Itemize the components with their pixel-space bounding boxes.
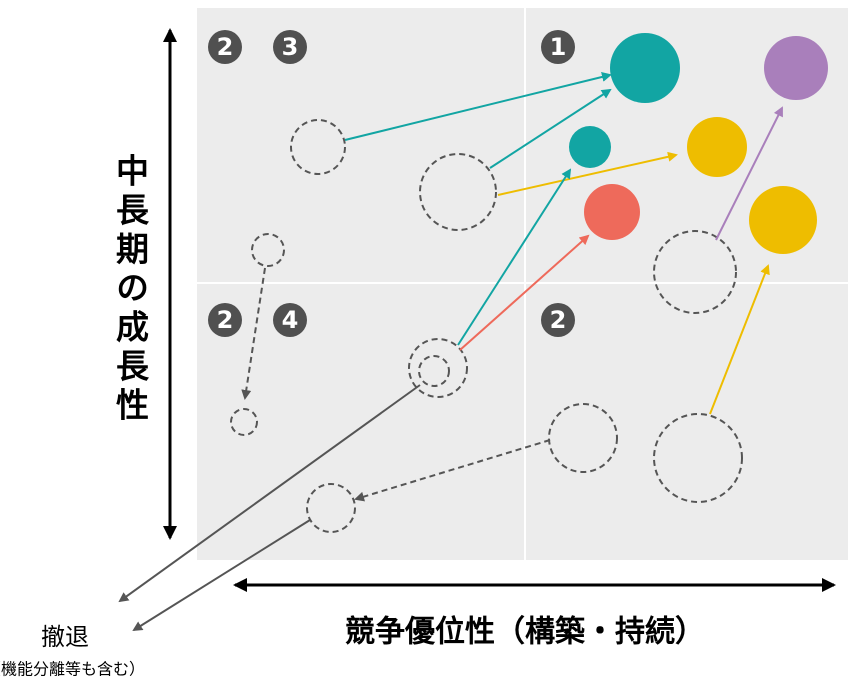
dashed-circles [230, 119, 743, 533]
badge-label: 1 [550, 33, 567, 61]
arrow [132, 519, 311, 632]
badge [541, 30, 575, 64]
business-circle [251, 233, 285, 267]
arrow [715, 106, 783, 241]
badge-label: 2 [550, 306, 567, 334]
business-circle [584, 184, 640, 240]
badge [208, 303, 242, 337]
arrow [459, 234, 590, 351]
badge-label: 4 [282, 306, 299, 334]
y-axis-label: 中長期の成長性 [111, 154, 150, 427]
arrow [709, 264, 770, 415]
business-circle [610, 33, 680, 103]
business-circle [306, 483, 356, 533]
business-circle [230, 408, 258, 436]
badge-label: 3 [282, 33, 299, 61]
arrow [497, 151, 678, 196]
badge [273, 303, 307, 337]
business-circle [569, 126, 611, 168]
business-circle [749, 186, 817, 254]
business-circle [418, 355, 450, 387]
badge [208, 30, 242, 64]
badge [541, 303, 575, 337]
badges: 2 3 1 2 4 2 [208, 30, 575, 337]
business-circle [653, 230, 737, 314]
business-circle [653, 413, 743, 503]
arrow [241, 267, 266, 400]
business-circle [687, 117, 747, 177]
business-circle [419, 153, 497, 231]
business-circle [408, 338, 468, 398]
arrow [118, 384, 421, 603]
badge-label: 2 [217, 306, 234, 334]
arrow [344, 72, 612, 141]
arrow [457, 168, 572, 346]
arrow [489, 88, 612, 169]
exit-note: （機能分離等も含む） [0, 660, 145, 679]
business-circle [548, 403, 618, 473]
badge-label: 2 [217, 33, 234, 61]
business-circle [764, 36, 828, 100]
x-axis-label: 競争優位性（構築・持続） [345, 615, 705, 650]
arrow [354, 439, 551, 502]
exit-label: 撤退 [41, 623, 89, 651]
business-circle [290, 119, 346, 175]
badge [273, 30, 307, 64]
